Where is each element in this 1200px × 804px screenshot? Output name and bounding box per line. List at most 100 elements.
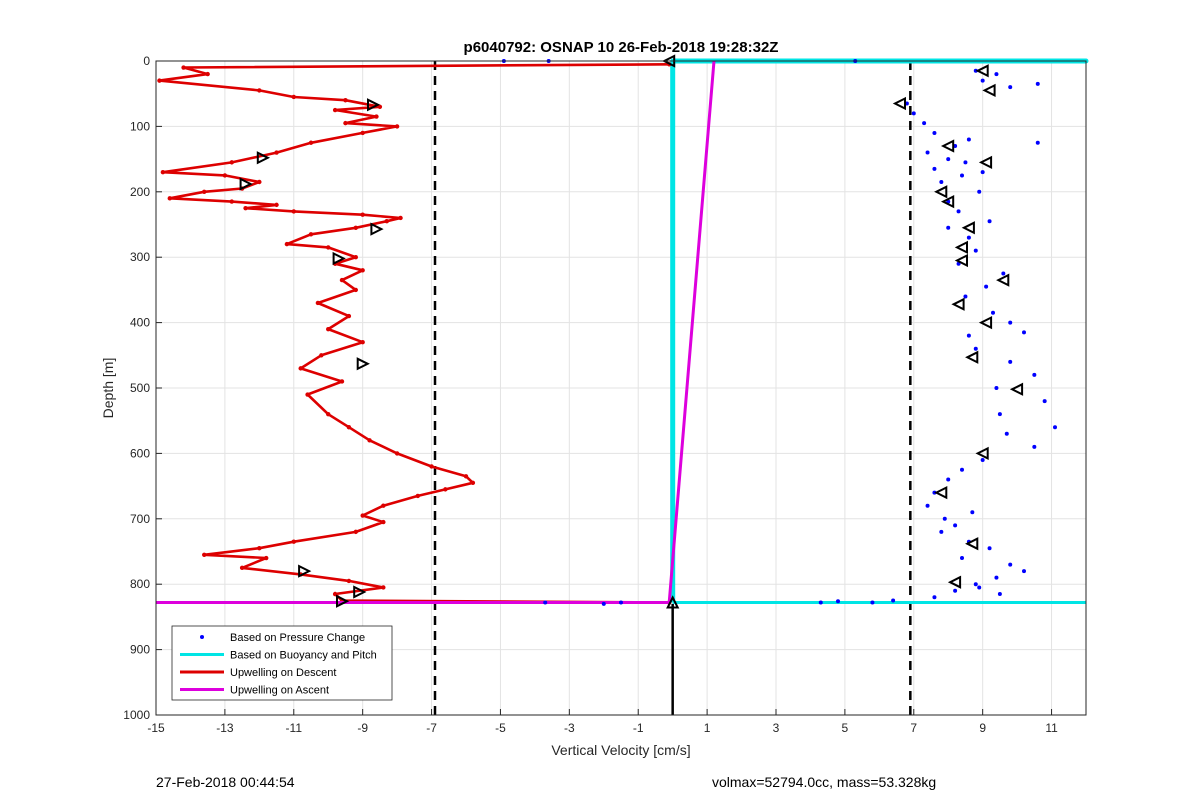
pressure-change-point [997, 412, 1002, 417]
descent-point [360, 513, 365, 518]
descent-point [291, 94, 296, 100]
descent-point [381, 503, 386, 508]
descent-point [346, 578, 352, 584]
pressure-change-point [994, 72, 999, 77]
ascent-triangle-marker [965, 350, 979, 364]
pressure-change-point [970, 510, 975, 515]
y-tick-label: 100 [130, 119, 150, 133]
ascent-triangle-marker [666, 595, 680, 609]
pressure-change-point [932, 130, 937, 135]
descent-point [360, 340, 365, 345]
descent-point [353, 529, 358, 535]
y-axis-label: Depth [m] [100, 358, 116, 419]
footer-timestamp: 27-Feb-2018 00:44:54 [156, 774, 295, 790]
pressure-change-point [601, 601, 606, 606]
ascent-triangle-marker [892, 96, 906, 111]
descent-point [264, 555, 269, 561]
x-tick-label: 9 [979, 721, 986, 735]
descent-point [332, 107, 338, 113]
descent-point [377, 104, 383, 109]
descent-point [381, 519, 386, 525]
ascent-triangle-marker [1009, 382, 1024, 396]
x-tick-label: 1 [704, 721, 711, 735]
pressure-change-point [980, 170, 985, 175]
y-tick-labels: 0 100 200 300 400 500 600 700 800 900 1000 [123, 54, 162, 722]
descent-point [243, 205, 248, 211]
pressure-change-point [925, 150, 930, 155]
pressure-change-point [1032, 372, 1037, 377]
pressure-change-point [925, 503, 930, 508]
ascent-triangle-marker [940, 139, 955, 153]
pressure-change-point [939, 179, 944, 184]
pressure-change-point [980, 457, 985, 462]
pressure-change-point [994, 386, 999, 390]
ascent-triangle-marker [996, 273, 1010, 287]
legend: Based on Pressure Change Based on Buoyanc… [171, 625, 393, 701]
legend-label: Upwelling on Descent [230, 667, 336, 679]
ascent-triangle-marker [947, 575, 962, 589]
pressure-change-point [994, 575, 999, 580]
ascent-triangle-marker [975, 446, 989, 461]
descent-triangle-marker [298, 564, 312, 578]
pressure-change-point [956, 209, 961, 214]
pressure-change-point [1008, 359, 1013, 364]
y-tick-label: 0 [143, 54, 150, 68]
descent-point [205, 71, 210, 77]
ascent-triangle-marker [934, 185, 948, 199]
pressure-change-point [1035, 140, 1040, 145]
descent-triangle-marker [370, 222, 384, 236]
ascent-triangle-marker [978, 315, 993, 330]
pressure-change-point [1053, 425, 1057, 430]
descent-point [308, 232, 314, 237]
descent-point [202, 552, 207, 557]
legend-box [171, 625, 393, 701]
descent-point [291, 539, 296, 544]
descent-triangle-marker [332, 251, 346, 266]
x-tick-label: 5 [842, 721, 849, 735]
ascent-triangle-marker [951, 297, 965, 311]
descent-point [305, 392, 310, 397]
descent-triangle-marker [256, 151, 271, 165]
pressure-change-point [946, 157, 951, 162]
pressure-change-point [960, 173, 964, 178]
ascent-triangle-marker [940, 194, 955, 209]
descent-point [326, 245, 331, 250]
pressure-change-point [960, 556, 964, 561]
x-tick-label: -3 [564, 721, 575, 735]
descent-point [463, 474, 469, 479]
descent-point [167, 196, 172, 201]
reference-lines [433, 61, 912, 715]
pressure-change-point [973, 248, 978, 253]
descent-point [353, 225, 358, 230]
descent-point [308, 140, 314, 145]
descent-point [394, 124, 400, 129]
pressure-change-point [1008, 85, 1013, 90]
pressure-change-point [1042, 399, 1047, 404]
descent-point [326, 411, 331, 417]
ascent-triangle-marker [978, 155, 993, 170]
descent-point [339, 379, 345, 384]
descent-point [319, 353, 324, 358]
ascent-triangle-marker [961, 221, 975, 235]
footer-mass-info: volmax=52794.0cc, mass=53.328kg [712, 774, 937, 790]
descent-point [229, 199, 234, 204]
x-tick-label: -9 [357, 721, 368, 735]
pressure-change-point [984, 284, 989, 289]
pressure-change-point [946, 477, 951, 482]
legend-label: Based on Buoyancy and Pitch [230, 650, 377, 662]
pressure-change-point [836, 599, 840, 604]
ascent-triangle-marker [965, 537, 979, 551]
ascent-triangle-marker [954, 253, 968, 268]
pressure-change-point [987, 219, 992, 224]
pressure-change-point [963, 160, 968, 165]
pressure-change-point [991, 310, 995, 315]
ascent-triangle-marker [975, 64, 989, 78]
descent-point [343, 98, 348, 103]
descent-triangle-marker [239, 177, 253, 191]
pressure-change-point [1001, 271, 1006, 276]
descent-point [315, 300, 321, 306]
x-tick-label: 7 [910, 721, 917, 735]
descent-point [257, 546, 262, 551]
pressure-change-point [960, 467, 964, 472]
